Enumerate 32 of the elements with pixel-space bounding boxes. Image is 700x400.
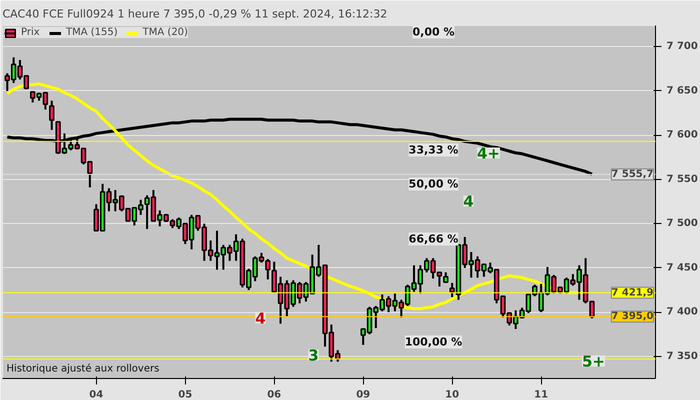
ref-line-label: 7 421,9 <box>611 287 654 298</box>
annotation: 66,66 % <box>408 232 458 246</box>
legend-label: Prix <box>21 27 41 38</box>
annotation: 4 <box>255 310 266 328</box>
y-tick-label: 7 700 <box>666 41 698 52</box>
y-tick-label: 7 550 <box>666 174 698 185</box>
annotation: 5+ <box>582 352 606 370</box>
y-tick-label: 7 500 <box>666 218 698 230</box>
x-tick-label: 05 <box>178 390 192 400</box>
annotation: 4+ <box>476 144 500 162</box>
annotation: 0,00 % <box>412 26 455 38</box>
x-tick-label: 04 <box>89 390 104 400</box>
annotation: 3 <box>308 346 319 364</box>
annotation: Historique ajusté aux rollovers <box>6 364 160 374</box>
annotation: 50,00 % <box>408 178 458 190</box>
y-tick-label: 7 450 <box>666 262 698 274</box>
ref-line-label: 7 395,0 <box>611 311 654 322</box>
y-tick-label: 7 600 <box>666 130 698 141</box>
x-tick-label: 06 <box>267 390 282 400</box>
x-tick-label: 10 <box>445 390 460 400</box>
y-tick-label: 7 400 <box>666 306 698 318</box>
annotation: 4 <box>463 192 474 210</box>
y-tick-label: 7 350 <box>666 350 698 362</box>
legend-label: TMA (20) <box>142 27 188 38</box>
y-tick-label: 7 650 <box>666 85 698 96</box>
chart-title: CAC40 FCE Full0924 1 heure 7 395,0 -0,29 % 11 sept. 2024, 16:12:32 <box>2 8 388 20</box>
ref-line-label: 7 555,7 <box>611 168 654 180</box>
x-tick-label: 11 <box>534 390 548 400</box>
legend-label: TMA (155) <box>66 27 118 38</box>
annotation: 33,33 % <box>408 144 458 156</box>
annotation: 100,00 % <box>404 336 462 348</box>
x-tick-label: 09 <box>356 390 370 400</box>
